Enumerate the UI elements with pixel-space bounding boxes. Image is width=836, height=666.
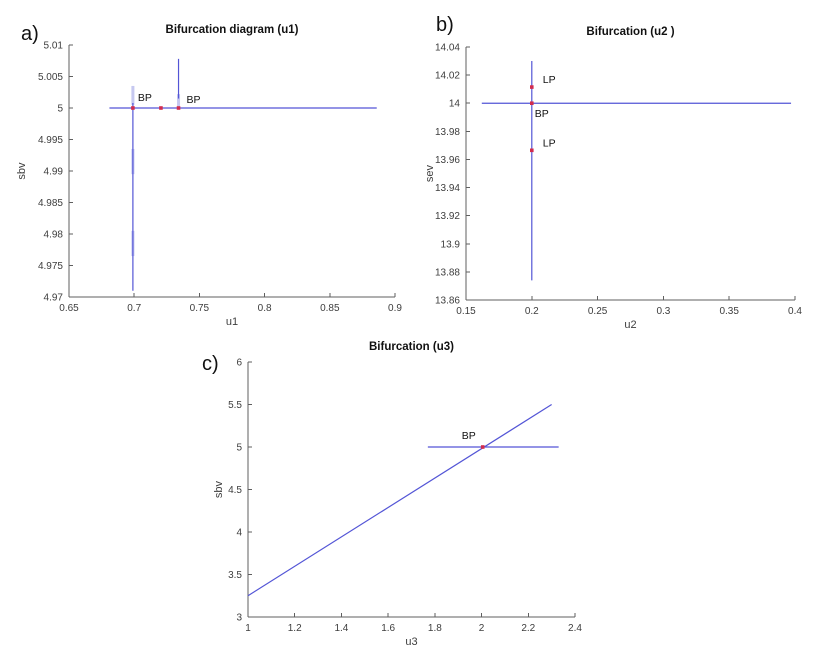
x-tick-label: 0.4 (788, 306, 802, 317)
y-tick-label: 13.96 (435, 155, 460, 166)
y-tick-label: 13.98 (435, 127, 460, 138)
bifurcation-point-marker (530, 85, 534, 89)
bifurcation-point-marker (530, 101, 534, 106)
y-tick-label: 13.88 (435, 267, 460, 278)
y-tick-label: 14 (449, 99, 461, 110)
y-tick-label: 14.02 (435, 71, 460, 82)
y-tick-label: 4.97 (44, 293, 64, 304)
bifurcation-point-marker (159, 106, 163, 110)
panel-label-c: c) (202, 353, 219, 375)
x-tick-label: 2 (479, 623, 485, 634)
y-tick-label: 4.99 (44, 167, 64, 178)
x-tick-label: 0.2 (525, 306, 539, 317)
x-tick-label: 0.65 (59, 303, 79, 314)
y-tick-label: 5.005 (38, 72, 63, 83)
y-tick-label: 3 (236, 613, 242, 624)
x-tick-label: 0.15 (456, 306, 476, 317)
y-tick-label: 5.01 (44, 41, 64, 52)
x-tick-label: 0.75 (190, 303, 210, 314)
y-tick-label: 6 (236, 358, 242, 369)
annotation-bp: BP (462, 430, 476, 442)
x-axis-label: u3 (405, 636, 417, 648)
x-tick-label: 1.8 (428, 623, 442, 634)
y-tick-label: 13.92 (435, 211, 460, 222)
x-tick-label: 1 (245, 623, 251, 634)
annotation-bp: BP (138, 92, 152, 104)
chart-title: Bifurcation (u2 ) (586, 26, 674, 38)
x-tick-label: 1.2 (288, 623, 302, 634)
y-tick-label: 13.94 (435, 183, 460, 194)
y-tick-label: 4 (236, 528, 242, 539)
panel-label-a: a) (21, 23, 39, 45)
y-axis-label: sev (424, 164, 436, 182)
x-tick-label: 1.6 (381, 623, 395, 634)
bifurcation-point-marker (176, 106, 181, 110)
y-tick-label: 4.995 (38, 135, 63, 146)
x-tick-label: 0.9 (388, 303, 402, 314)
y-tick-label: 13.9 (441, 239, 461, 250)
x-tick-label: 0.25 (588, 306, 608, 317)
bifurcation-point-marker (530, 148, 534, 153)
x-tick-label: 2.4 (568, 623, 582, 634)
chart-title: Bifurcation diagram (u1) (166, 24, 299, 36)
series-diagonal-branch (247, 403, 552, 597)
panel-label-b: b) (436, 14, 454, 36)
y-axis-label: sbv (213, 480, 225, 498)
bifurcation-point-marker (131, 106, 135, 110)
x-tick-label: 0.85 (320, 303, 340, 314)
x-axis-label: u1 (226, 316, 238, 328)
y-tick-label: 14.04 (435, 43, 460, 54)
y-tick-label: 5 (57, 104, 63, 115)
x-tick-label: 2.2 (521, 623, 535, 634)
annotation-lp: LP (543, 74, 556, 86)
y-tick-label: 3.5 (228, 570, 242, 581)
bifurcation-point-marker (480, 445, 485, 449)
y-tick-label: 5.5 (228, 400, 242, 411)
bifurcation-chart-u1: 0.65 0.7 0.75 0.8 0.85 0.9 4.97 4.975 4.98 4.985 4… (16, 24, 402, 328)
y-tick-label: 4.975 (38, 261, 63, 272)
x-tick-label: 0.7 (127, 303, 141, 314)
y-tick-label: 4.5 (228, 485, 242, 496)
y-tick-label: 5 (236, 443, 242, 454)
annotation-bp: BP (535, 108, 549, 120)
x-tick-label: 1.4 (334, 623, 348, 634)
x-axis-label: u2 (624, 319, 636, 331)
chart-title: Bifurcation (u3) (369, 341, 454, 353)
y-tick-label: 4.98 (44, 230, 64, 241)
y-axis-label: sbv (16, 162, 28, 180)
x-tick-label: 0.3 (656, 306, 670, 317)
x-tick-label: 0.8 (258, 303, 272, 314)
bifurcation-chart-u3: 1 1.2 1.4 1.6 1.8 2 2.2 2.4 3 3.5 4 4.5 5 5.5 6 Bifurca… (213, 341, 582, 648)
y-tick-label: 13.86 (435, 296, 460, 307)
y-tick-label: 4.985 (38, 198, 63, 209)
annotation-lp: LP (543, 137, 556, 149)
x-tick-label: 0.35 (719, 306, 739, 317)
bifurcation-chart-u2: 0.15 0.2 0.25 0.3 0.35 0.4 13.86 13.88 13.9 13.92… (424, 26, 802, 331)
annotation-bp: BP (187, 94, 201, 106)
